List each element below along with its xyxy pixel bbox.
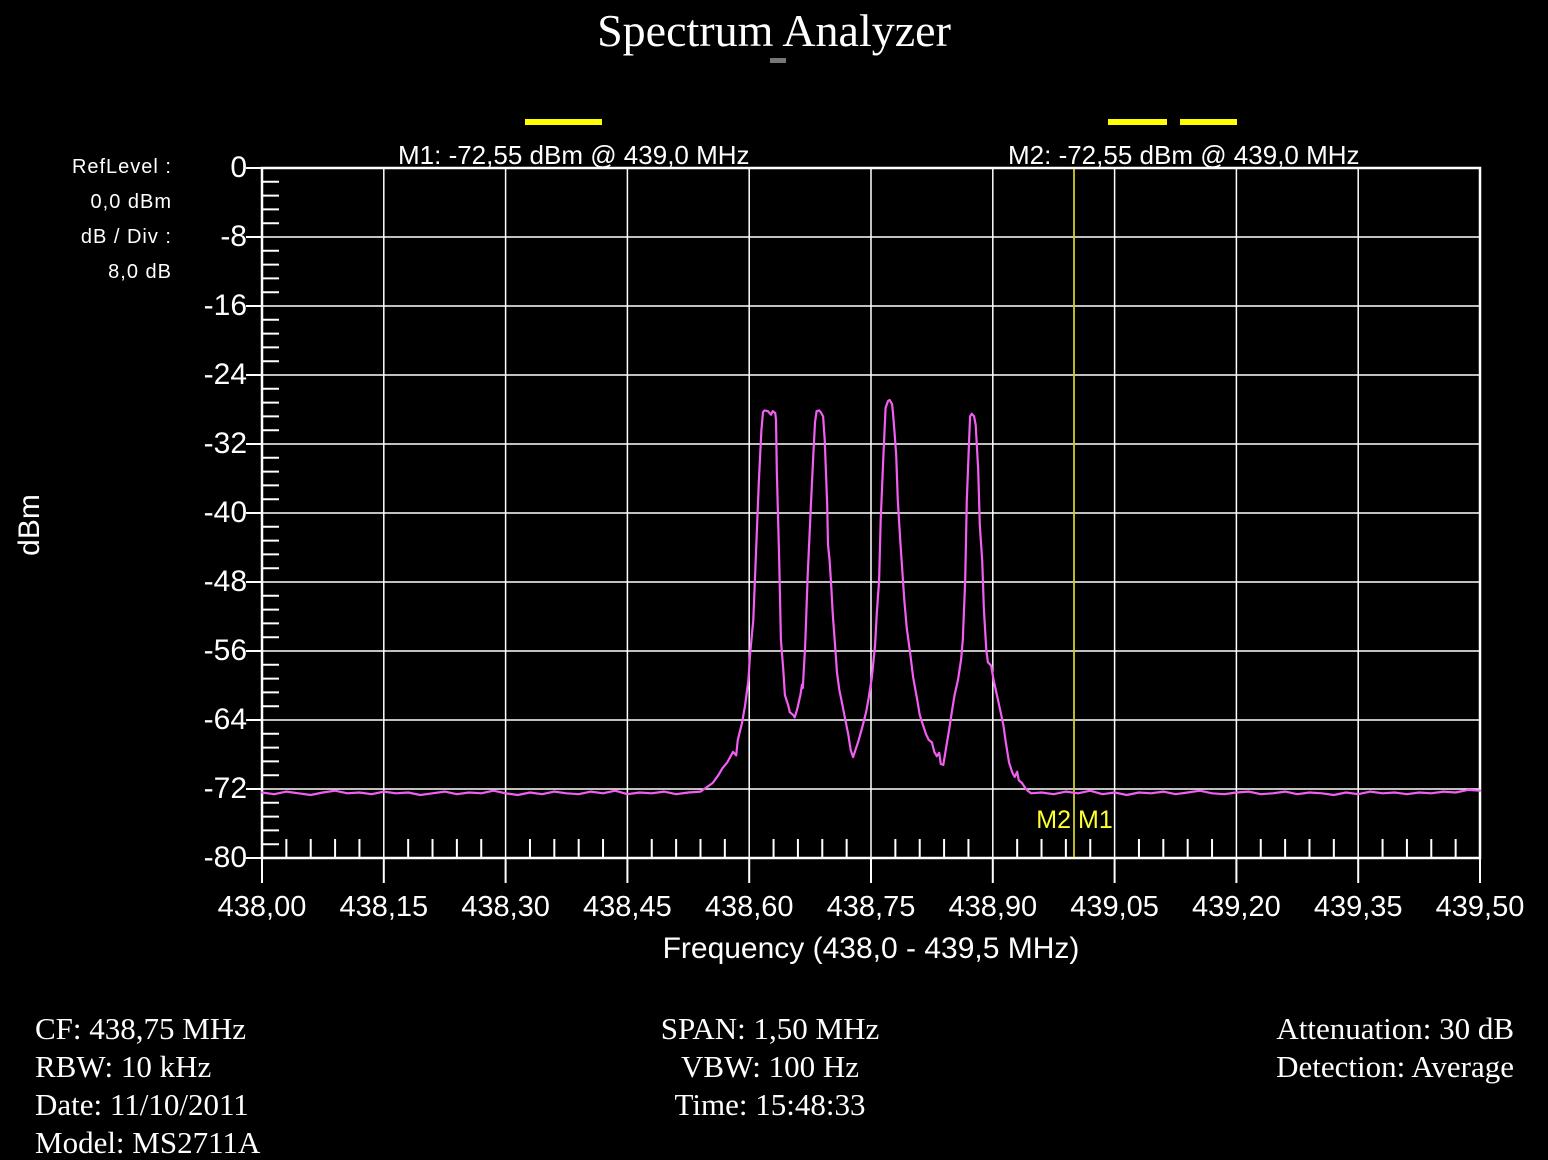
plot-border	[260, 166, 1482, 860]
x-tick-label: 438,45	[583, 891, 672, 923]
y-tick-label: -40	[203, 496, 247, 529]
y-tick-label: -48	[203, 565, 247, 598]
marker-m1-readout: M1: -72,55 dBm @ 439,0 MHz	[398, 140, 750, 170]
y-tick-label: -24	[203, 358, 247, 391]
x-tick-label: 439,20	[1192, 891, 1281, 923]
x-tick-label: 438,60	[704, 891, 794, 923]
marker-m2-swatch-right	[1180, 119, 1237, 125]
title-artifact-dash	[770, 58, 786, 63]
marker-m1-swatch	[525, 119, 602, 125]
y-tick-label: -8	[220, 220, 247, 253]
span-value: SPAN: 1,50 MHz	[660, 1011, 880, 1046]
x-tick-label: 438,30	[461, 891, 550, 923]
marker-m2-swatch-left	[1108, 119, 1167, 125]
footer-left-block: CF: 438,75 MHz RBW: 10 kHz Date: 11/10/2…	[35, 1010, 260, 1160]
marker-m2-tag: M2	[1036, 806, 1071, 834]
page-title: Spectrum Analyzer	[597, 5, 951, 56]
x-tick-label: 438,00	[217, 891, 307, 923]
x-tick-label: 439,50	[1435, 891, 1525, 923]
x-tick-label: 439,05	[1070, 891, 1159, 923]
cf-value: CF: 438,75 MHz	[35, 1011, 246, 1046]
y-tick-label: -32	[203, 427, 247, 460]
y-tick-label: -72	[203, 772, 247, 805]
attenuation-value: Attenuation: 30 dB	[1276, 1011, 1514, 1046]
footer-right-block: Attenuation: 30 dB Detection: Average	[1128, 1010, 1514, 1086]
date-value: Date: 11/10/2011	[35, 1087, 249, 1122]
vbw-value: VBW: 100 Hz	[681, 1049, 859, 1084]
plot-ticks	[246, 167, 1481, 883]
x-tick-label: 438,15	[339, 891, 429, 923]
x-tick-label: 439,35	[1313, 891, 1403, 923]
y-tick-label: -64	[203, 703, 247, 736]
time-value: Time: 15:48:33	[674, 1087, 866, 1122]
plot-grid	[262, 168, 1480, 858]
rbw-value: RBW: 10 kHz	[35, 1049, 212, 1084]
y-tick-label: 0	[230, 151, 247, 184]
x-tick-label: 438,90	[948, 891, 1038, 923]
y-tick-label: -80	[203, 841, 247, 874]
y-tick-label: -56	[203, 634, 247, 667]
ref-level-value: 0,0 dBm	[90, 191, 172, 213]
ref-level-label: RefLevel :	[71, 156, 172, 178]
detection-value: Detection: Average	[1276, 1049, 1514, 1084]
y-tick-label: -16	[203, 289, 247, 322]
marker-m2-readout: M2: -72,55 dBm @ 439,0 MHz	[1008, 140, 1360, 170]
spectrum-trace	[260, 398, 1482, 797]
db-per-div-value: 8,0 dB	[108, 261, 172, 283]
x-axis-title: Frequency (438,0 - 439,5 MHz)	[662, 932, 1080, 965]
db-per-div-label: dB / Div :	[80, 226, 172, 248]
model-value: Model: MS2711A	[35, 1125, 261, 1160]
marker-m1-tag: M1	[1078, 806, 1113, 834]
x-tick-label: 438,75	[826, 891, 916, 923]
footer-center-block: SPAN: 1,50 MHz VBW: 100 Hz Time: 15:48:3…	[560, 1010, 980, 1124]
